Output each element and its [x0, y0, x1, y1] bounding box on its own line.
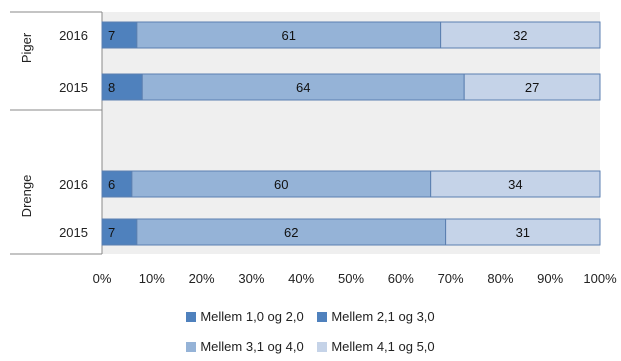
bar-segment-1-2-1: [101, 73, 143, 101]
legend-swatch-1: [186, 311, 197, 322]
x-tick-label-7: 60%: [388, 271, 414, 286]
row-label-2-1: 2016: [59, 177, 88, 192]
data-label-1-1-3: 32: [513, 28, 527, 43]
bar-segment-2-2-3: [445, 218, 601, 246]
group-label-2: Drenge: [19, 175, 34, 218]
row-label-1-2: 2015: [59, 80, 88, 95]
legend-row-2: Mellem 3,1 og 4,0 Mellem 4,1 og 5,0: [0, 339, 621, 355]
plot-area: [102, 12, 600, 254]
bar-segment-1-1-3: [440, 21, 601, 49]
bar-segment-1-2-3: [463, 73, 601, 101]
data-label-2-1-3: 34: [508, 177, 522, 192]
x-tick-label-3: 20%: [189, 271, 215, 286]
data-label-2-1-2: 60: [274, 177, 288, 192]
x-tick-label-4: 30%: [238, 271, 264, 286]
data-label-2-2-3: 31: [516, 225, 530, 240]
bar-segment-2-1-3: [430, 170, 601, 198]
data-label-1-1-2: 61: [282, 28, 296, 43]
x-tick-label-2: 10%: [139, 271, 165, 286]
x-tick-label-8: 70%: [438, 271, 464, 286]
x-tick-label-5: 40%: [288, 271, 314, 286]
legend-item-2: Mellem 2,1 og 3,0: [317, 309, 435, 324]
legend-item-1: Mellem 1,0 og 2,0: [186, 309, 304, 324]
legend-label-2: Mellem 2,1 og 3,0: [331, 309, 435, 324]
bar-segment-2-2-1: [101, 218, 138, 246]
row-label-2-2: 2015: [59, 225, 88, 240]
x-tick-label-9: 80%: [487, 271, 513, 286]
bar-segment-2-1-1: [101, 170, 133, 198]
legend-swatch-4: [317, 341, 328, 352]
data-label-1-1-1: 7: [108, 28, 115, 43]
legend-row-1: Mellem 1,0 og 2,0 Mellem 2,1 og 3,0: [0, 309, 621, 325]
legend-label-4: Mellem 4,1 og 5,0: [331, 339, 435, 354]
legend-label-1: Mellem 1,0 og 2,0: [200, 309, 304, 324]
group-label-1: Piger: [19, 32, 34, 63]
bar-segment-1-2-2: [141, 73, 465, 101]
legend-item-3: Mellem 3,1 og 4,0: [186, 339, 304, 354]
x-tick-label-1: 0%: [93, 271, 112, 286]
data-label-2-2-2: 62: [284, 225, 298, 240]
bar-segment-1-1-2: [136, 21, 442, 49]
data-label-2-1-1: 6: [108, 177, 115, 192]
x-tick-label-6: 50%: [338, 271, 364, 286]
legend-item-4: Mellem 4,1 og 5,0: [317, 339, 435, 354]
x-tick-label-10: 90%: [537, 271, 563, 286]
legend-swatch-3: [186, 341, 197, 352]
x-tick-label-11: 100%: [583, 271, 617, 286]
bar-segment-1-1-1: [101, 21, 138, 49]
row-label-1-1: 2016: [59, 28, 88, 43]
data-label-1-2-3: 27: [525, 80, 539, 95]
data-label-1-2-2: 64: [296, 80, 310, 95]
legend-swatch-2: [317, 311, 328, 322]
data-label-1-2-1: 8: [108, 80, 115, 95]
data-label-2-2-1: 7: [108, 225, 115, 240]
legend-label-3: Mellem 3,1 og 4,0: [200, 339, 304, 354]
